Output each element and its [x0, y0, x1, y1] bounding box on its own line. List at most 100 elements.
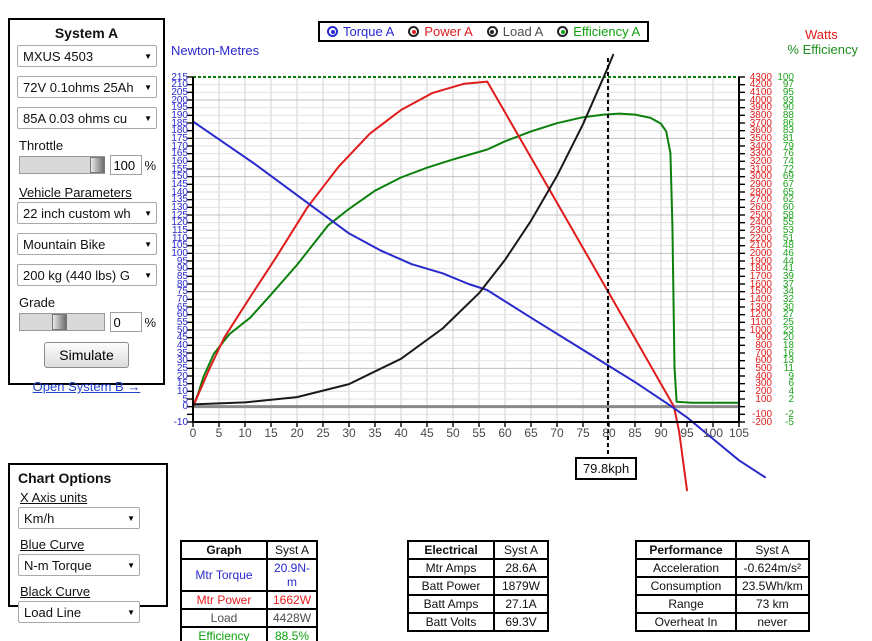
throttle-slider[interactable] [19, 156, 106, 174]
y-left-tick-label: 30 [176, 355, 188, 367]
y-watts-tick-label: 2900 [749, 178, 772, 190]
load-a-curve [192, 53, 615, 406]
y-efficiency-tick-label: 83 [782, 125, 794, 137]
table-row: Batt Power 1879W [407, 576, 549, 596]
vehicle-type-select[interactable]: Mountain Bike ▼ [17, 233, 157, 255]
y-watts-tick-label: 100 [755, 393, 772, 405]
y-left-tick-label: 200 [171, 94, 188, 106]
grade-value-input[interactable] [110, 312, 143, 332]
y-left-tick-label: 115 [172, 224, 188, 236]
table-row: Range 73 km [635, 594, 810, 614]
y-watts-tick-label: 4100 [749, 86, 772, 98]
battery-select[interactable]: 72V 0.1ohms 25Ah ▼ [17, 76, 157, 98]
y-efficiency-tick-label: 34 [782, 286, 794, 298]
legend-item-efficiency[interactable]: Efficiency A [557, 24, 640, 39]
y-watts-tick-label: 2000 [749, 247, 772, 259]
chevron-down-icon: ▼ [144, 270, 152, 280]
y-efficiency-tick-label: 55 [782, 217, 794, 229]
cursor-speed-label[interactable]: 79.8kph [574, 457, 638, 480]
y-left-tick-label: 145 [171, 178, 188, 190]
y-left-tick-label: 195 [171, 102, 188, 114]
y-left-tick-label: 0 [182, 401, 188, 413]
y-left-tick-label: 125 [171, 209, 188, 221]
table-row: Load 4428W [180, 608, 319, 628]
legend-item-load[interactable]: Load A [486, 24, 543, 39]
throttle-slider-handle[interactable] [90, 157, 105, 173]
x-axis-tick-label: 25 [316, 426, 330, 440]
grade-slider[interactable] [19, 313, 106, 331]
y-left-tick-label: 205 [171, 86, 188, 98]
open-system-b-link[interactable]: Open System B → [32, 379, 141, 394]
table-header: Syst A [735, 540, 810, 560]
y-efficiency-tick-label: 88 [782, 109, 794, 121]
y-efficiency-tick-label: 20 [782, 332, 794, 344]
black-curve-value: Load Line [24, 604, 82, 620]
y-left-tick-label: 135 [171, 194, 188, 206]
x-axis-tick-label: 20 [290, 426, 304, 440]
x-axis-tick-label: 40 [394, 426, 408, 440]
y-watts-tick-label: 3100 [749, 163, 772, 175]
black-curve-select[interactable]: Load Line ▼ [18, 601, 140, 623]
y-efficiency-tick-label: 60 [782, 201, 794, 213]
curve-legend: Torque A Power A Load A Efficiency A [318, 21, 650, 42]
legend-item-torque[interactable]: Torque A [327, 24, 394, 39]
table-header: Syst A [265, 540, 319, 560]
y-watts-tick-label: 4300 [749, 71, 772, 83]
system-a-panel: System A MXUS 4503 ▼ 72V 0.1ohms 25Ah ▼ … [8, 18, 165, 394]
simulate-button[interactable]: Simulate [44, 342, 129, 368]
y-efficiency-tick-label: 95 [782, 86, 794, 98]
x-axis-tick-label: 90 [654, 426, 668, 440]
watts-axis-title: Watts [805, 27, 838, 42]
y-left-tick-label: 60 [176, 309, 188, 321]
chart-options-panel: Chart Options X Axis units Km/h ▼ Blue C… [8, 463, 168, 623]
grade-slider-handle[interactable] [52, 314, 67, 330]
y-left-tick-label: 190 [171, 109, 188, 121]
y-efficiency-tick-label: 90 [782, 102, 794, 114]
x-axis-tick-label: 105 [728, 426, 750, 440]
y-left-tick-label: 165 [171, 148, 188, 160]
controller-select[interactable]: 85A 0.03 ohms cu ▼ [17, 107, 157, 129]
y-watts-tick-label: 3400 [749, 140, 772, 152]
x-axis-units-select[interactable]: Km/h ▼ [18, 507, 140, 529]
y-left-tick-label: 215 [171, 71, 188, 83]
y-watts-tick-label: 1900 [749, 255, 772, 267]
y-left-tick-label: 140 [171, 186, 188, 198]
y-left-tick-label: 100 [171, 247, 188, 259]
y-watts-tick-label: 700 [755, 347, 772, 359]
y-watts-tick-label: 2300 [749, 224, 772, 236]
y-watts-tick-label: 4200 [749, 79, 772, 91]
y-watts-tick-label: 800 [755, 339, 772, 351]
y-watts-tick-label: 1700 [749, 270, 772, 282]
y-watts-tick-label: 600 [755, 355, 772, 367]
chevron-down-icon: ▼ [144, 51, 152, 61]
blue-curve-select[interactable]: N-m Torque ▼ [18, 554, 140, 576]
controller-select-value: 85A 0.03 ohms cu [23, 110, 128, 126]
y-watts-tick-label: 1600 [749, 278, 772, 290]
table-header: Performance [635, 540, 737, 560]
y-efficiency-tick-label: 62 [782, 194, 794, 206]
left-axis-title: Newton-Metres [171, 43, 260, 58]
torque-a-curve [192, 120, 766, 479]
y-watts-tick-label: 1300 [749, 301, 772, 313]
table-row: Mtr Amps 28.6A [407, 558, 549, 578]
power-a-curve [192, 80, 688, 492]
y-left-tick-label: 5 [182, 393, 188, 405]
y-watts-tick-label: 2800 [749, 186, 772, 198]
y-watts-tick-label: 1800 [749, 263, 772, 275]
weight-select[interactable]: 200 kg (440 lbs) G ▼ [17, 264, 157, 286]
grade-label: Grade [19, 295, 56, 310]
y-watts-tick-label: 2400 [749, 217, 772, 229]
x-axis-tick-label: 35 [368, 426, 382, 440]
throttle-value-input[interactable] [110, 155, 143, 175]
radio-icon [327, 26, 338, 37]
legend-item-power[interactable]: Power A [408, 24, 473, 39]
x-axis-tick-label: 30 [342, 426, 356, 440]
chart-options-title: Chart Options [18, 470, 112, 486]
wheel-select[interactable]: 22 inch custom wh ▼ [17, 202, 157, 224]
y-left-tick-label: 65 [176, 301, 188, 313]
motor-select[interactable]: MXUS 4503 ▼ [17, 45, 157, 67]
system-a-title: System A [54, 25, 119, 41]
legend-label: Torque A [343, 24, 395, 39]
weight-select-value: 200 kg (440 lbs) G [23, 267, 130, 283]
